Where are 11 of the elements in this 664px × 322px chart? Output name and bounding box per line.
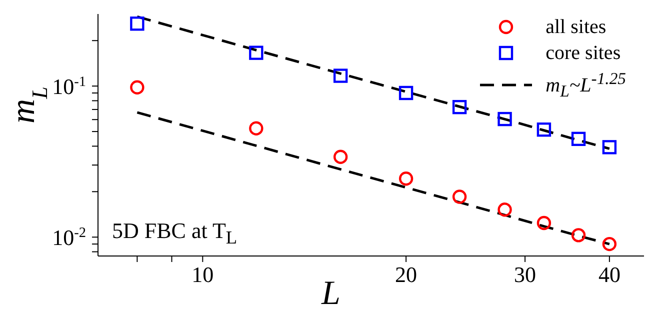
annotation: 5D FBC at T$_{L}$: [112, 218, 238, 248]
x-tick-label: 30: [514, 262, 536, 287]
x-axis-title: L: [320, 275, 340, 312]
legend-label: m$_{L}$~L$^{-1.25}$: [546, 68, 626, 103]
legend-label: core sites: [546, 41, 621, 66]
y-tick-label: 10$^{-2}$: [52, 225, 86, 250]
x-tick-label: 20: [395, 262, 418, 287]
y-tick-label: 10$^{-1}$: [52, 74, 86, 100]
legend-label: all sites: [546, 15, 606, 40]
x-tick-label: 40: [598, 262, 620, 287]
x-tick-label: 10: [192, 262, 214, 287]
